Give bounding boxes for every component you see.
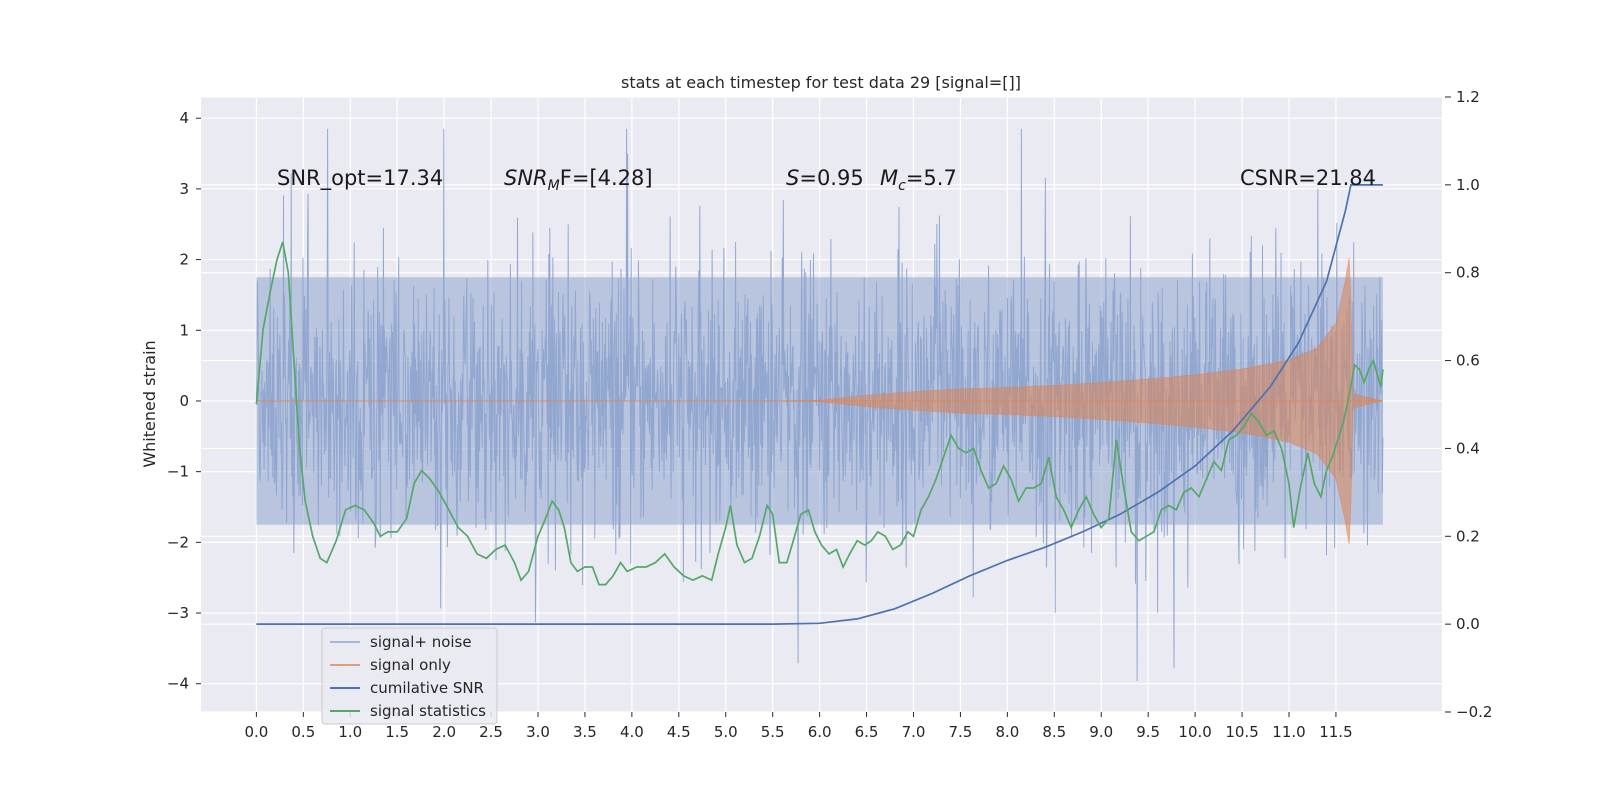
- y-tick-label: 0: [179, 392, 189, 410]
- x-tick-label: 2.0: [432, 723, 456, 741]
- y-tick-label: 1: [179, 321, 189, 339]
- x-tick-label: 4.5: [667, 723, 691, 741]
- x-tick-label: 9.0: [1089, 723, 1113, 741]
- x-tick-label: 9.5: [1136, 723, 1160, 741]
- legend-label: signal only: [370, 656, 451, 674]
- annotation-snr-mf-prefix: SNR: [504, 166, 548, 190]
- x-tick-label: 2.5: [479, 723, 503, 741]
- x-tick-label: 6.0: [808, 723, 832, 741]
- x-tick-label: 7.5: [949, 723, 973, 741]
- annotation-s-text: =0.95: [799, 166, 863, 190]
- annotation-snr-mf-text: F=[4.28]: [560, 166, 653, 190]
- annotation-mc-prefix: M: [880, 166, 898, 190]
- y-tick-label: 3: [179, 180, 189, 198]
- x-tick-label: 11.5: [1319, 723, 1352, 741]
- y-tick-label: 4: [179, 109, 189, 127]
- axes-layer: 0.0 0.5 1.0 1.5 2.0 2.5 3.0 3.5 4.0 4.5 5.0 5.5 6.0 6…: [167, 88, 1493, 741]
- annotation-snr-opt: SNR_opt=17.34: [277, 166, 443, 191]
- y2-tick-label: 0.4: [1456, 439, 1480, 457]
- annotation-mc-subscript: c: [898, 178, 906, 194]
- x-tick-label: 0.0: [244, 723, 268, 741]
- y2-tick-label: 0.6: [1456, 352, 1480, 370]
- x-tick-label: 8.0: [995, 723, 1019, 741]
- x-tick-label: 6.5: [855, 723, 879, 741]
- annotation-snr-mf: SNRMF=[4.28]: [504, 166, 653, 194]
- series-layer: [255, 128, 1384, 682]
- y2-tick-label: 0.0: [1456, 615, 1480, 633]
- annotation-s: S=0.95: [786, 166, 864, 190]
- y-tick-label: −4: [167, 675, 189, 693]
- y-axis-label: Whitened strain: [140, 340, 159, 467]
- x-tick-label: 3.0: [526, 723, 550, 741]
- x-tick-label: 4.0: [620, 723, 644, 741]
- annotation-s-prefix: S: [786, 166, 799, 190]
- y-tick-label: −2: [167, 533, 189, 551]
- annotation-csnr: CSNR=21.84: [1240, 166, 1376, 190]
- annotation-snr-mf-subscript: M: [548, 178, 560, 194]
- y2-tick-label: 1.2: [1456, 88, 1480, 106]
- x-tick-label: 10.5: [1225, 723, 1258, 741]
- annotation-mc-text: =5.7: [906, 166, 957, 190]
- x-tick-label: 0.5: [291, 723, 315, 741]
- x-tick-label: 11.0: [1272, 723, 1305, 741]
- x-tick-label: 7.0: [902, 723, 926, 741]
- legend: signal+ noise signal only cumilative SNR si…: [321, 627, 498, 725]
- y2-tick-label: 1.0: [1456, 176, 1480, 194]
- legend-label: signal+ noise: [370, 633, 472, 651]
- x-tick-label: 5.0: [714, 723, 738, 741]
- x-tick-label: 8.5: [1042, 723, 1066, 741]
- y-tick-label: −1: [167, 463, 189, 481]
- y2-tick-label: 0.2: [1456, 527, 1480, 545]
- x-tick-label: 3.5: [573, 723, 597, 741]
- y2-tick-label: −0.2: [1456, 703, 1492, 721]
- y-tick-label: 2: [179, 251, 189, 269]
- y-tick-label: −3: [167, 604, 189, 622]
- x-tick-label: 1.5: [385, 723, 409, 741]
- chart-title: stats at each timestep for test data 29 …: [621, 73, 1021, 92]
- x-tick-label: 10.0: [1178, 723, 1211, 741]
- annotation-mc: Mc=5.7: [880, 166, 957, 194]
- series-cumilative-snr-line: [256, 184, 1383, 625]
- legend-label: signal statistics: [370, 702, 486, 720]
- x-tick-label: 1.0: [338, 723, 362, 741]
- series-signal-statistics-line: [255, 241, 1384, 586]
- legend-label: cumilative SNR: [370, 679, 484, 697]
- y2-tick-label: 0.8: [1456, 264, 1480, 282]
- x-tick-label: 5.5: [761, 723, 785, 741]
- annotations: SNR_opt=17.34 SNRMF=[4.28] S=0.95 Mc=5.7 CSN…: [277, 166, 1376, 194]
- legend-box: [321, 627, 498, 725]
